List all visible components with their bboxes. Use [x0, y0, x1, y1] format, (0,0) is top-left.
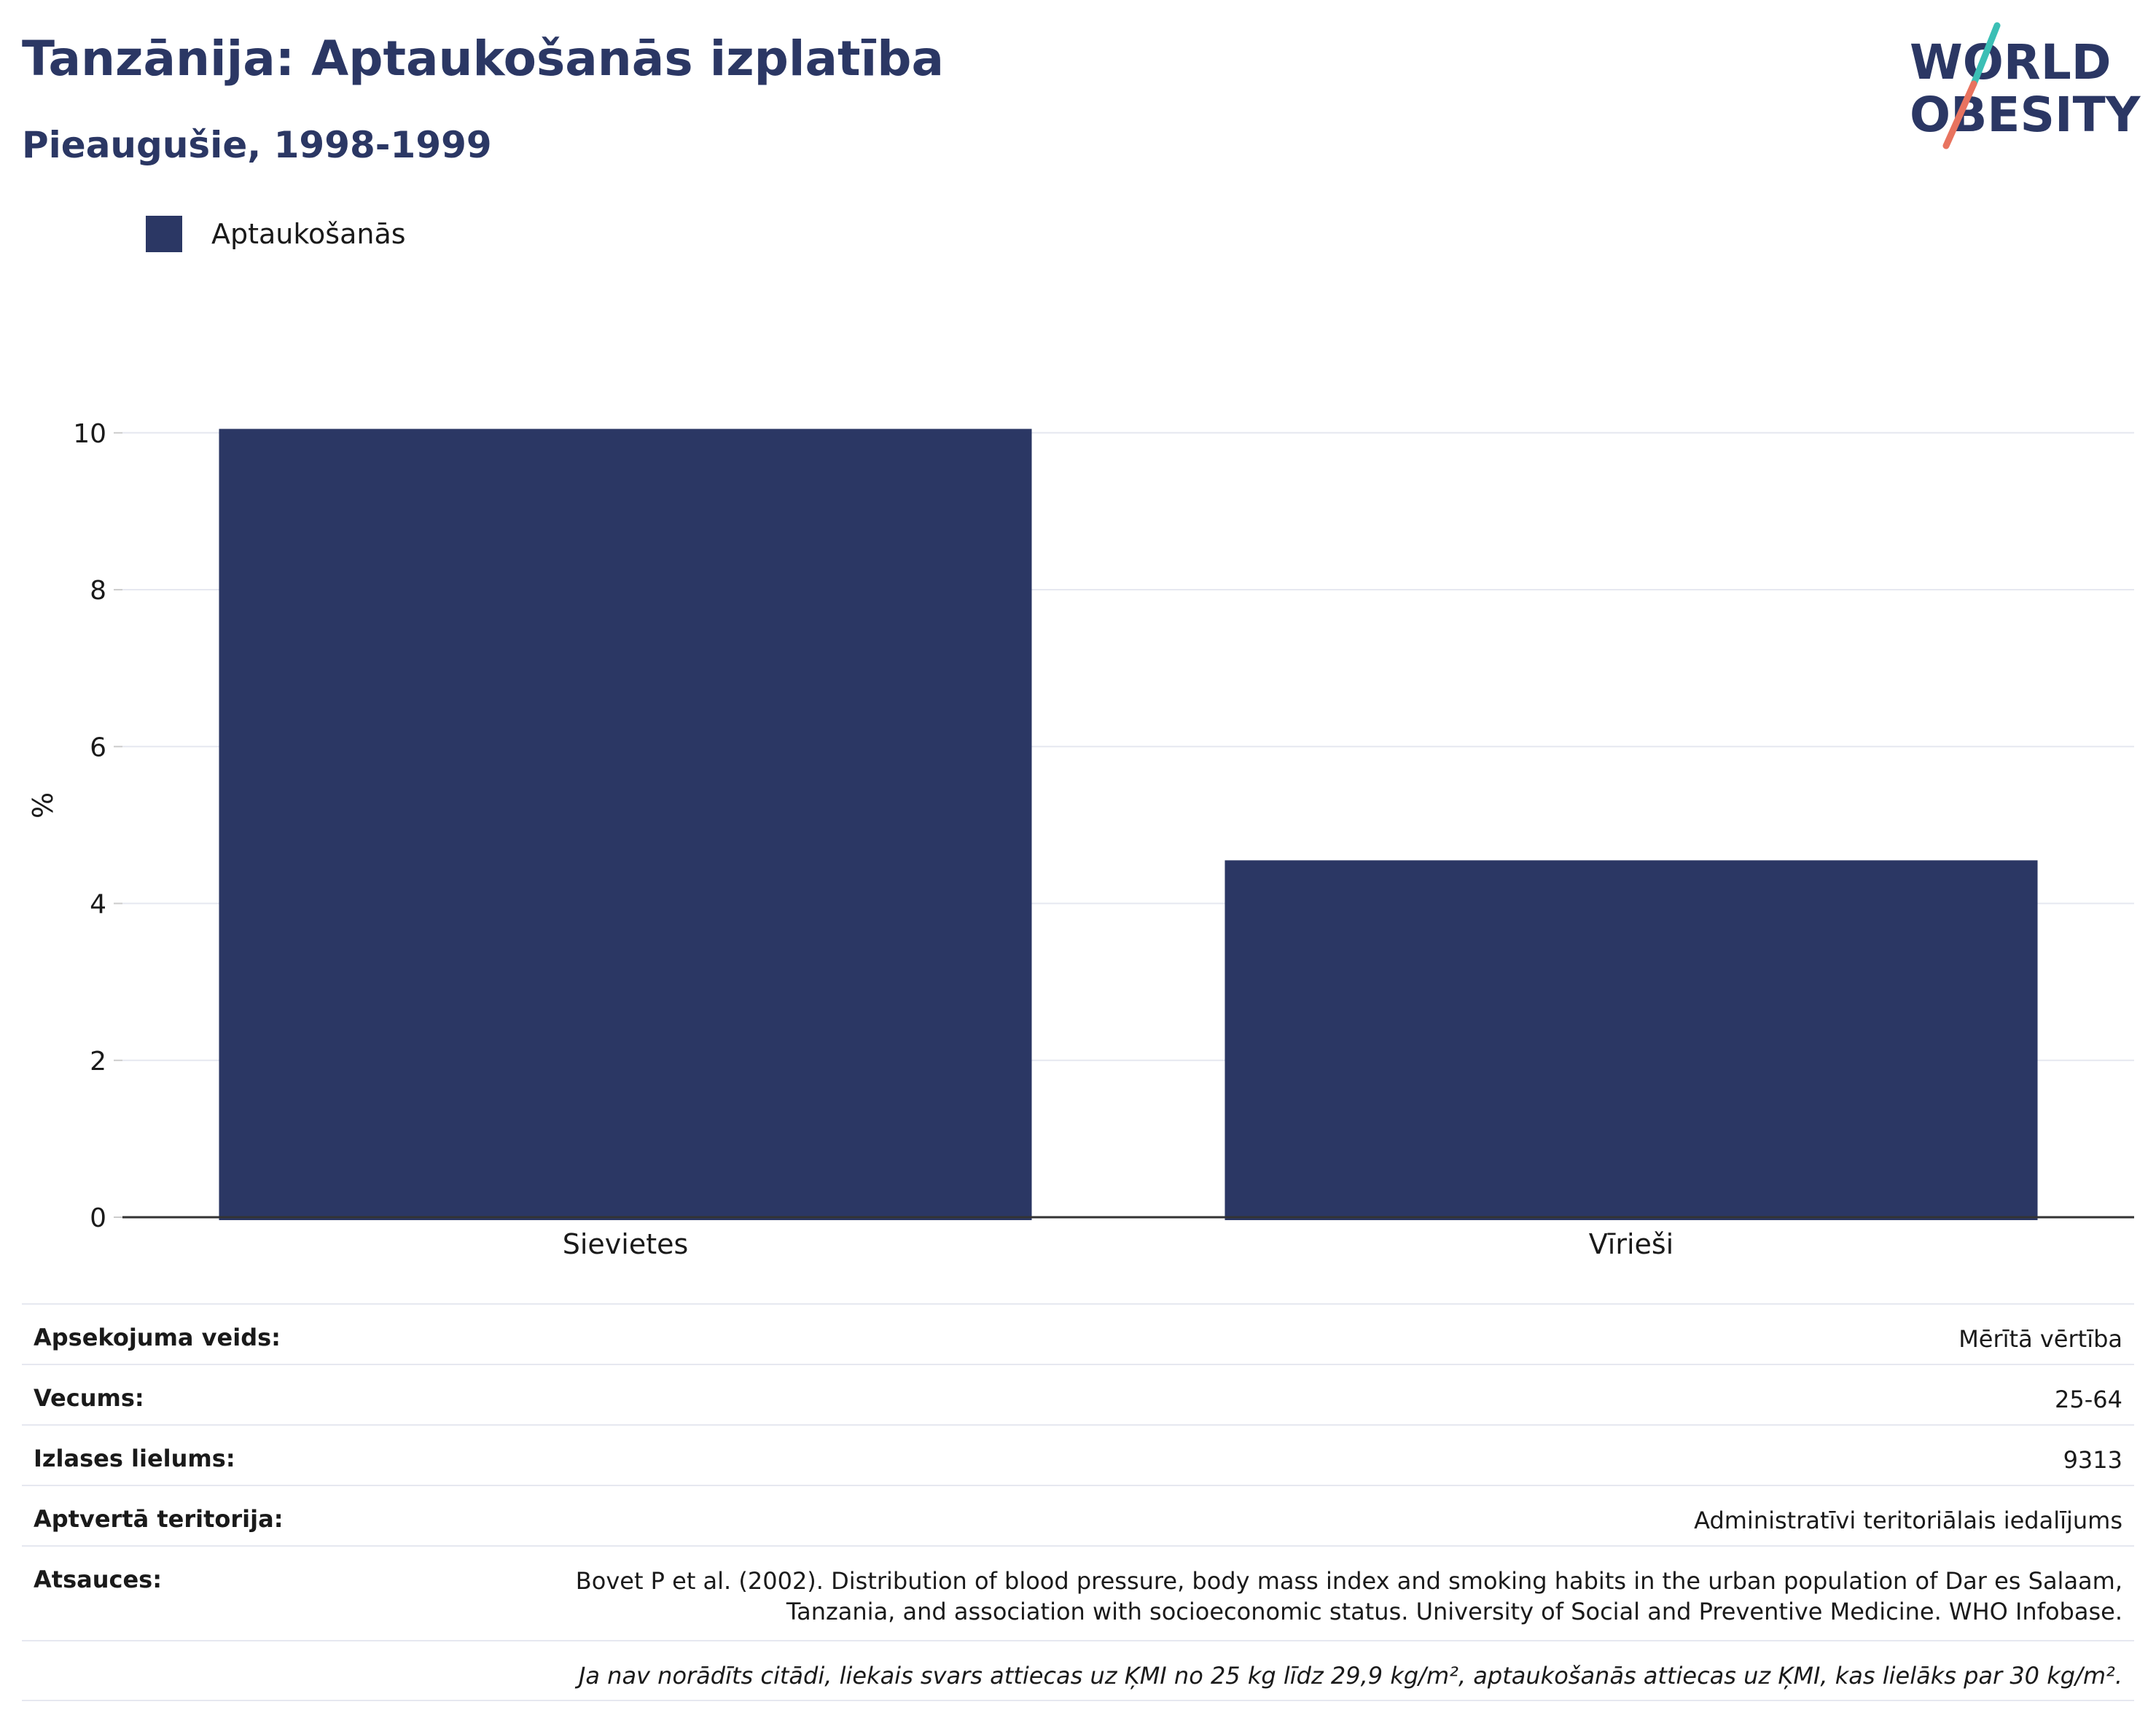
info-value: 9313: [2063, 1446, 2122, 1474]
y-tick-label: 8: [90, 576, 106, 606]
chart-subtitle: Pieaugušie, 1998-1999: [22, 124, 492, 166]
y-tick-label: 2: [90, 1047, 106, 1077]
info-label: Apsekojuma veids:: [34, 1324, 281, 1351]
info-row: Izlases lielums: 9313: [22, 1424, 2134, 1485]
references-row: Atsauces: Bovet P et al. (2002). Distrib…: [22, 1545, 2134, 1640]
y-tick-label: 4: [90, 890, 106, 920]
x-category-label: Vīrieši: [1589, 1228, 1673, 1260]
references-label: Atsauces:: [34, 1566, 162, 1593]
definition-note-row: Ja nav norādīts citādi, liekais svars at…: [22, 1640, 2134, 1701]
info-label: Vecums:: [34, 1384, 144, 1412]
info-label: Izlases lielums:: [34, 1445, 235, 1472]
info-value: 25-64: [2055, 1386, 2122, 1413]
svg-text:WORLD: WORLD: [1910, 34, 2112, 90]
info-row: Vecums: 25-64: [22, 1364, 2134, 1424]
info-table: Apsekojuma veids: Mērītā vērtība Vecums: 25…: [22, 1303, 2134, 1701]
info-value: Mērītā vērtība: [1958, 1325, 2122, 1353]
info-value: Administratīvi teritoriālais iedalījums: [1694, 1507, 2122, 1534]
y-tick-label: 6: [90, 733, 106, 762]
legend-swatch: [146, 216, 182, 252]
x-category-label: Sievietes: [563, 1228, 689, 1260]
bar-sievietes[interactable]: [219, 429, 1032, 1220]
references-value: Bovet P et al. (2002). Distribution of b…: [575, 1567, 2122, 1625]
info-row: Apsekojuma veids: Mērītā vērtība: [22, 1303, 2134, 1364]
bar-virieši[interactable]: [1225, 860, 2038, 1220]
y-axis-label: %: [27, 792, 59, 819]
y-tick-label: 10: [73, 419, 106, 449]
world-obesity-logo: WORLD OBESITY: [1910, 22, 2141, 149]
y-tick-label: 0: [90, 1203, 106, 1233]
info-row: Aptvertā teritorija: Administratīvi terit…: [22, 1485, 2134, 1545]
bar-chart: 0 2 4 6 8 10% Sievietes Vīrieši: [27, 419, 2134, 1260]
info-label: Aptvertā teritorija:: [34, 1505, 284, 1533]
chart-title: Tanzānija: Aptaukošanās izplatība: [22, 31, 944, 87]
chart-legend: Aptaukošanās: [146, 216, 406, 252]
legend-label: Aptaukošanās: [211, 218, 406, 250]
definition-note: Ja nav norādīts citādi, liekais svars at…: [578, 1662, 2122, 1690]
